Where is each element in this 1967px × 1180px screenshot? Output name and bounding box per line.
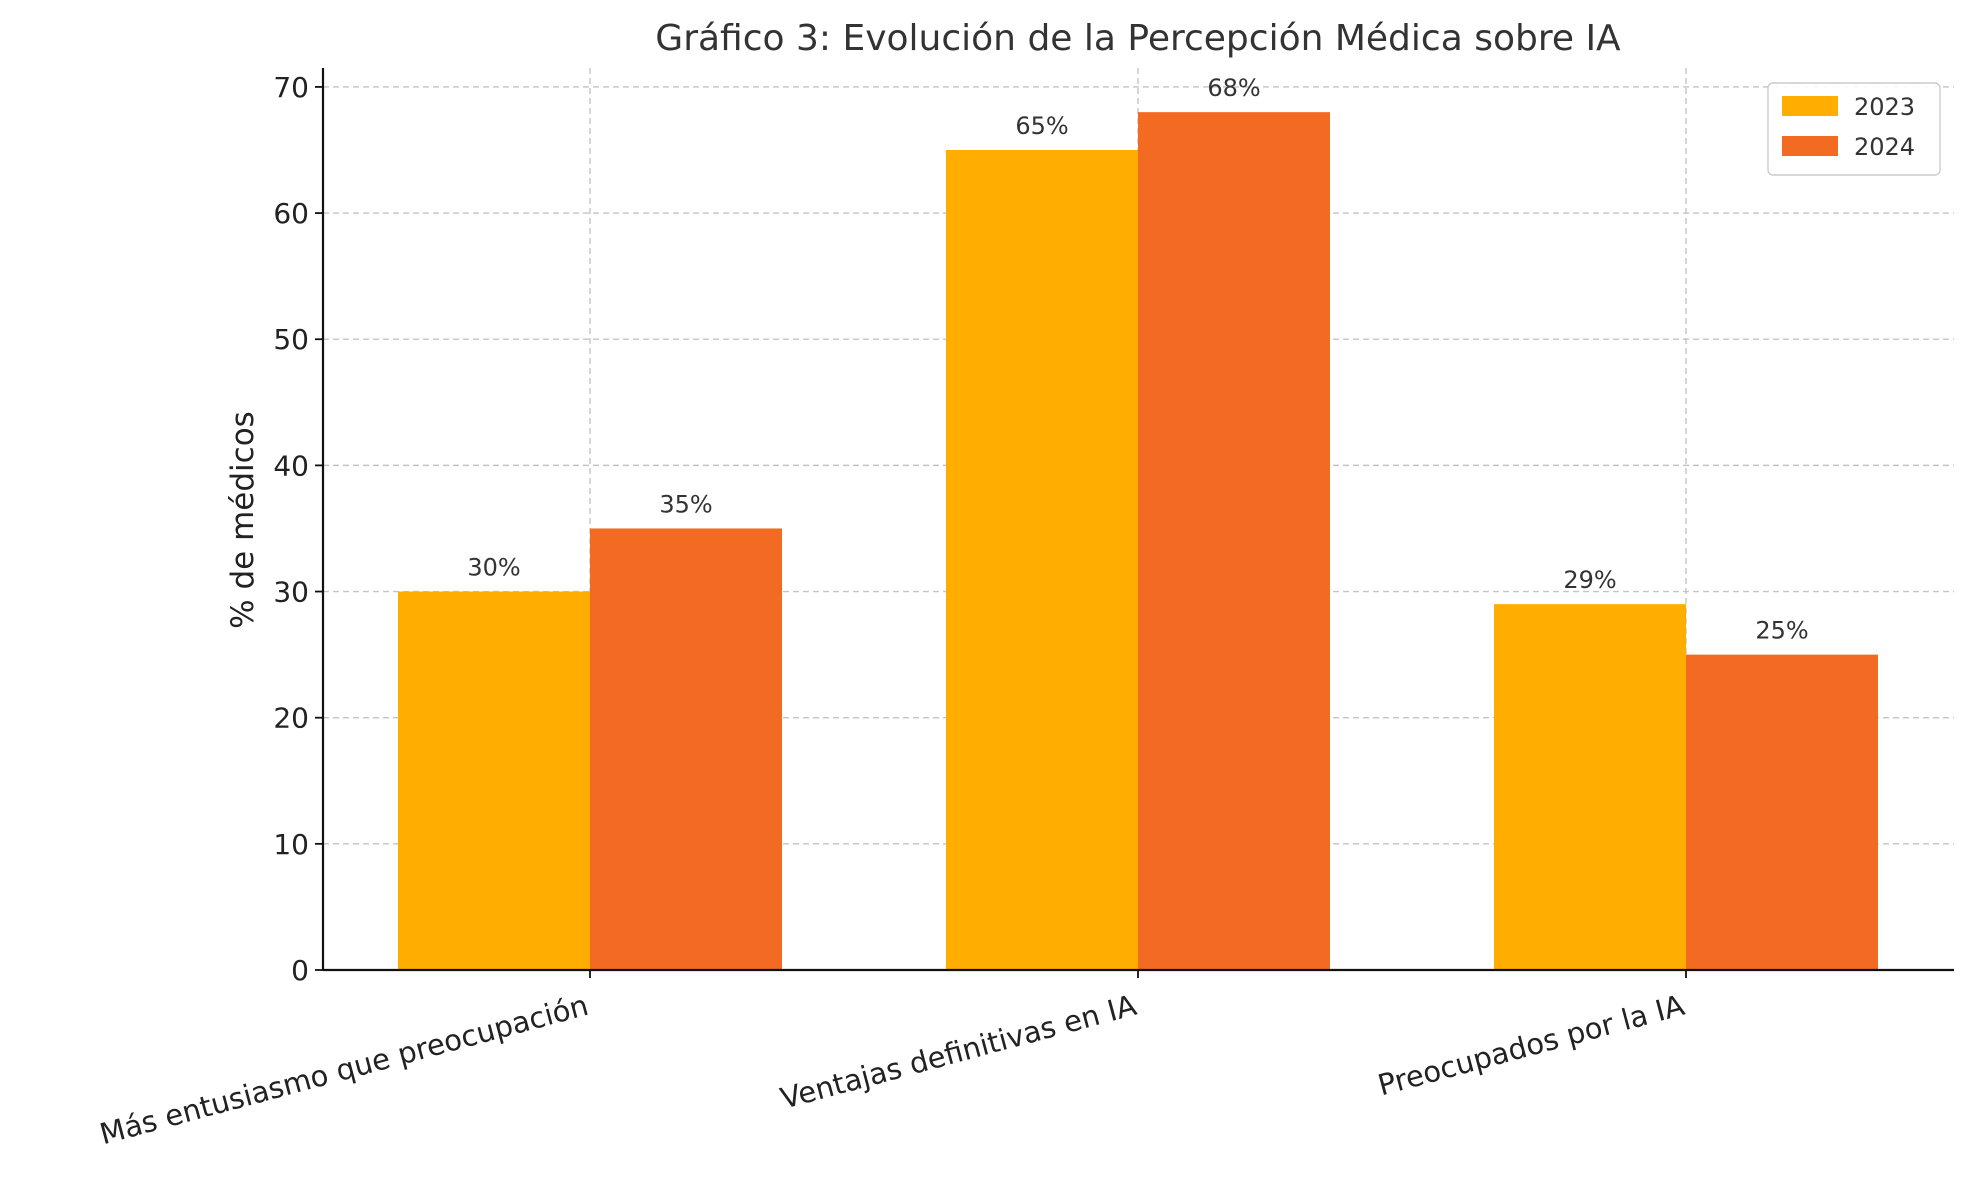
bar-2024-3	[1686, 654, 1878, 970]
data-label: 35%	[659, 490, 712, 518]
data-labels: 30% 65% 29% 35% 68% 25%	[467, 74, 1808, 644]
x-category-label: Ventajas definitivas en IA	[777, 988, 1140, 1116]
data-label: 30%	[467, 554, 520, 582]
bar-2024-1	[590, 528, 782, 970]
y-tick-label: 30	[273, 576, 309, 609]
legend-swatch-2023	[1782, 96, 1838, 116]
data-label: 29%	[1563, 566, 1616, 594]
data-label: 25%	[1755, 617, 1808, 645]
bars	[398, 112, 1878, 970]
x-category-label: Más entusiasmo que preocupación	[96, 988, 592, 1151]
y-tick-label: 70	[273, 71, 309, 104]
data-label: 68%	[1207, 74, 1260, 102]
bar-2023-3	[1494, 604, 1686, 970]
legend-swatch-2024	[1782, 136, 1838, 156]
bar-2023-1	[398, 591, 590, 970]
y-tick-label: 40	[273, 449, 309, 482]
legend-label: 2023	[1854, 93, 1915, 121]
y-tick-label: 60	[273, 197, 309, 230]
legend-label: 2024	[1854, 133, 1915, 161]
bar-2023-2	[946, 150, 1138, 970]
data-label: 65%	[1015, 112, 1068, 140]
y-axis-label: % de médicos	[225, 411, 261, 629]
y-tick-label: 10	[273, 828, 309, 861]
bar-2024-2	[1138, 112, 1330, 970]
y-tick-label: 20	[273, 702, 309, 735]
legend: 2023 2024	[1767, 82, 1941, 176]
y-tick-label: 0	[291, 954, 309, 987]
x-category-label: Preocupados por la IA	[1374, 988, 1688, 1103]
y-tick-label: 50	[273, 323, 309, 356]
chart-title: Gráfico 3: Evolución de la Percepción Mé…	[655, 18, 1621, 59]
